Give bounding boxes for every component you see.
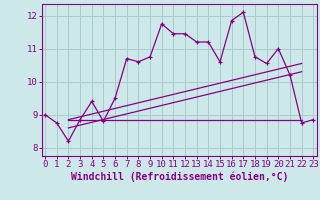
X-axis label: Windchill (Refroidissement éolien,°C): Windchill (Refroidissement éolien,°C) xyxy=(70,172,288,182)
